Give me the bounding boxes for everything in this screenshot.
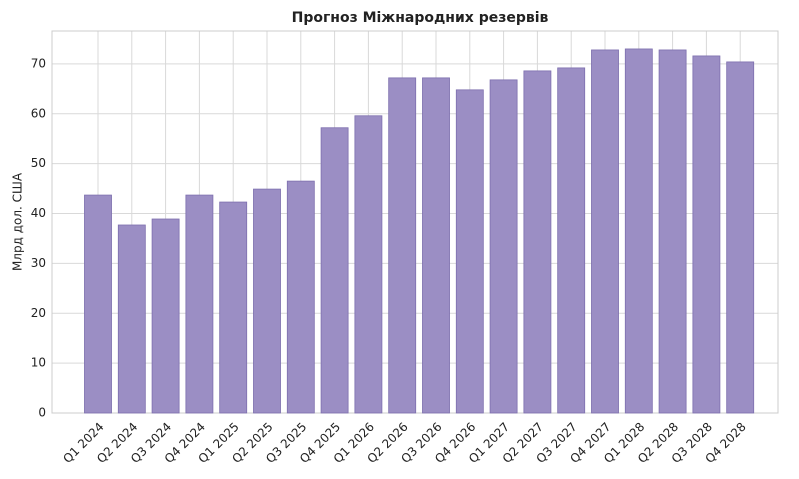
- bar: [658, 49, 687, 414]
- bar: [422, 77, 450, 414]
- bar: [320, 127, 349, 414]
- bar: [726, 61, 755, 414]
- bar: [117, 224, 146, 414]
- y-tick-label: 50: [31, 156, 46, 170]
- bar: [489, 79, 518, 414]
- bar: [692, 55, 721, 414]
- bar: [286, 180, 315, 414]
- y-tick-label: 0: [38, 406, 46, 420]
- bar: [557, 67, 586, 414]
- bar: [624, 48, 653, 414]
- bar: [591, 49, 619, 414]
- bar: [253, 188, 281, 414]
- y-tick-label: 40: [31, 206, 46, 220]
- y-tick-label: 70: [31, 56, 46, 70]
- bar: [84, 194, 112, 414]
- y-tick-label: 10: [31, 356, 46, 370]
- y-axis-label: Млрд дол. США: [11, 172, 25, 271]
- bar: [388, 77, 417, 414]
- bar: [219, 201, 248, 414]
- chart-title: Прогноз Міжнародних резервів: [292, 10, 549, 26]
- y-tick-label: 20: [31, 306, 46, 320]
- bar: [185, 194, 214, 414]
- bar: [523, 70, 552, 414]
- bar: [455, 89, 484, 414]
- bar: [354, 115, 383, 414]
- y-tick-label: 30: [31, 256, 46, 270]
- bar: [151, 218, 180, 414]
- y-tick-label: 60: [31, 106, 46, 120]
